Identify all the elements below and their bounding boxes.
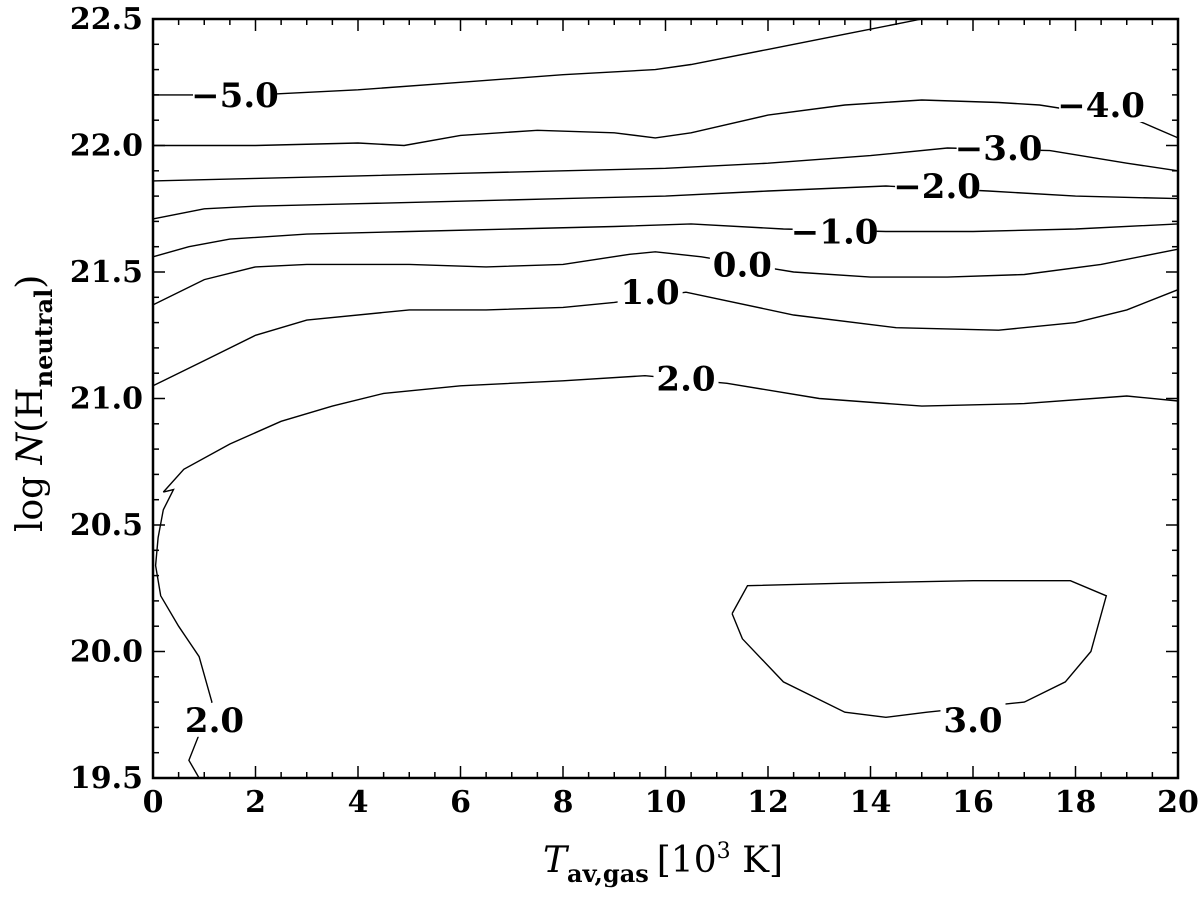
contour-label-0: −5.0 xyxy=(191,76,279,116)
contour-label-bg xyxy=(193,77,277,112)
contour-label-bg xyxy=(182,702,247,737)
y-axis-label-open: (H xyxy=(10,387,51,432)
x-tick-label: 12 xyxy=(747,785,789,820)
contour-label-5: 0.0 xyxy=(713,245,772,285)
contour-labels: −5.0 −4.0 −3.0−2.0 −1.0 0.0 1.0 2.0 2.0 3.0 xyxy=(182,76,1145,741)
contour-label-bg xyxy=(653,361,719,396)
y-tick-label: 20.5 xyxy=(70,508,143,543)
contour-label-7: 2.0 xyxy=(656,359,715,399)
contour-line-1 xyxy=(153,99,1179,147)
x-tick-label: 10 xyxy=(645,785,687,820)
contour-label-4: −1.0 xyxy=(791,213,879,253)
y-axis-label: log N(Hneutral) xyxy=(10,275,58,532)
contour-label-1: −4.0 xyxy=(1057,86,1145,126)
y-axis-label-main: log xyxy=(10,464,51,532)
contour-label-6: 1.0 xyxy=(621,273,680,313)
contour-line-3 xyxy=(152,185,1179,220)
x-tick-label: 16 xyxy=(952,785,994,820)
contour-line-0 xyxy=(153,18,922,96)
contour-label-bg xyxy=(792,214,877,249)
x-axis-label: Tav,gas [103 K] xyxy=(543,839,783,888)
contour-label-bg xyxy=(617,275,683,310)
x-tick-label: 6 xyxy=(450,785,471,820)
y-axis-label-italic: N xyxy=(10,431,51,465)
contour-label-8: 2.0 xyxy=(185,701,244,741)
contour-label-bg xyxy=(709,247,775,282)
x-tick-label: 18 xyxy=(1055,785,1097,820)
x-axis-label-main: T xyxy=(543,840,570,881)
contour-line-7 xyxy=(162,374,1179,493)
plot-frame xyxy=(151,17,1180,780)
contour-line-4 xyxy=(152,223,1179,258)
contour-label-3: −2.0 xyxy=(893,167,981,207)
y-tick-label: 22.0 xyxy=(70,129,143,164)
x-axis-label-unit: K] xyxy=(731,840,783,881)
x-tick-label: 20 xyxy=(1157,785,1199,820)
y-tick-label: 21.5 xyxy=(70,255,143,290)
contour-line-5 xyxy=(152,248,1179,306)
contour-label-bg xyxy=(940,702,1006,737)
x-axis-label-sup: 3 xyxy=(717,839,731,864)
tick-labels: 0 2 4 6 8 10 12 14 16 18 20 19.5 20.0 20.5 21.0 21.5 22.… xyxy=(70,2,1199,820)
contour-line-9 xyxy=(731,580,1108,719)
contour-lines xyxy=(152,18,1179,779)
x-tick-label: 8 xyxy=(553,785,574,820)
y-tick-label: 22.5 xyxy=(70,2,143,37)
x-tick-label: 14 xyxy=(850,785,892,820)
x-tick-label: 0 xyxy=(143,785,164,820)
contour-line-2 xyxy=(152,147,1179,182)
contour-label-9: 3.0 xyxy=(943,701,1002,741)
contour-label-2: −3.0 xyxy=(955,129,1043,169)
contour-label-bg xyxy=(1059,88,1144,123)
contour-line-6 xyxy=(152,289,1179,387)
y-axis-label-close: ) xyxy=(10,275,51,289)
y-tick-label: 21.0 xyxy=(70,382,143,417)
contour-label-bg xyxy=(956,131,1041,166)
x-axis-label-sub: av,gas xyxy=(567,859,649,888)
y-tick-label: 20.0 xyxy=(70,635,143,670)
y-axis-label-sub: neutral xyxy=(29,289,58,388)
x-tick-label: 2 xyxy=(245,785,266,820)
y-tick-label: 19.5 xyxy=(70,761,143,796)
x-axis-label-rest: [10 xyxy=(657,840,717,881)
contour-label-bg xyxy=(895,168,980,203)
x-tick-label: 4 xyxy=(348,785,369,820)
